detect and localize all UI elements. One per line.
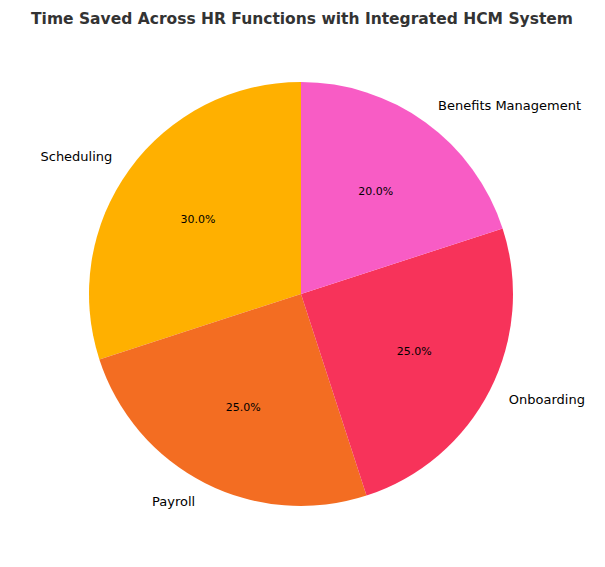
slice — [301, 82, 503, 294]
slice-label: Onboarding — [509, 392, 585, 407]
labels: Scheduling 30.0% Payroll 25.0% Onboarding 25.… — [40, 98, 584, 509]
data-label: 25.0% — [226, 401, 261, 414]
chart: Time Saved Across HR Functions with Inte… — [0, 0, 605, 567]
data-label: 20.0% — [358, 185, 393, 198]
slices — [89, 82, 513, 506]
slice-label: Scheduling — [40, 149, 112, 164]
title: Time Saved Across HR Functions with Inte… — [31, 10, 573, 28]
data-label: 30.0% — [181, 213, 216, 226]
data-label: 25.0% — [397, 345, 432, 358]
slice-label: Benefits Management — [438, 98, 581, 113]
slice-label: Payroll — [152, 494, 195, 509]
